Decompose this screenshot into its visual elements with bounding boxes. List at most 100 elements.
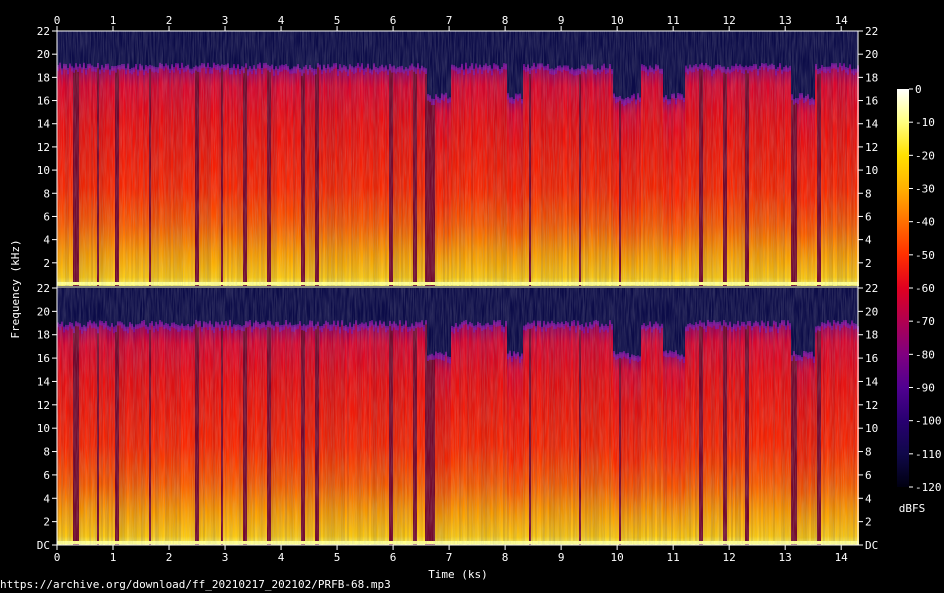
y-tick-label-right: 8	[865, 187, 872, 200]
x-tick-label-top: 6	[390, 14, 397, 27]
y-tick-label-left: 4	[43, 234, 50, 247]
y-tick-label-left: 2	[43, 257, 50, 270]
y-tick-label-left: 22	[37, 282, 50, 295]
x-tick-label-bottom: 14	[835, 551, 849, 564]
y-tick-label-left: 22	[37, 25, 50, 38]
y-tick-label-left: 6	[43, 210, 50, 223]
y-tick-label-left: 12	[37, 141, 50, 154]
y-tick-label-right: 8	[865, 446, 872, 459]
x-tick-label-bottom: 8	[502, 551, 509, 564]
y-tick-label-left: 18	[37, 329, 50, 342]
x-tick-label-bottom: 10	[611, 551, 624, 564]
x-tick-label-bottom: 6	[390, 551, 397, 564]
colorbar: 0 -10 -20 -30 -40 -50 -60 -70 -80 -90 -100 -110 -120	[897, 83, 942, 494]
y-tick-label-right: 4	[865, 492, 872, 505]
y-tick-label-right: 18	[865, 71, 878, 84]
y-tick-label-left: 16	[37, 95, 50, 108]
colorbar-gradient	[897, 89, 909, 487]
x-tick-label-bottom: 3	[222, 551, 229, 564]
y-tick-label-right: 22	[865, 282, 878, 295]
y-tick-label-left: 16	[37, 352, 50, 365]
colorbar-tick-label: -70	[915, 315, 935, 328]
spectrogram-texture	[57, 31, 858, 286]
y-tick-label-right: 20	[865, 48, 878, 61]
source-url: https://archive.org/download/ff_20210217…	[0, 578, 391, 591]
y-tick-label-left: 8	[43, 187, 50, 200]
x-tick-label-bottom: 7	[446, 551, 453, 564]
x-tick-label-top: 10	[611, 14, 624, 27]
y-tick-label-left: 14	[37, 118, 51, 131]
x-tick-label-bottom: 12	[723, 551, 736, 564]
x-tick-label-bottom: 13	[779, 551, 792, 564]
x-tick-label-bottom: 11	[667, 551, 680, 564]
x-tick-label-top: 12	[723, 14, 736, 27]
colorbar-tick-label: 0	[915, 83, 922, 96]
x-tick-label-top: 3	[222, 14, 229, 27]
y-tick-label-left: DC	[37, 539, 50, 552]
x-tick-label-top: 5	[334, 14, 341, 27]
colorbar-tick-label: -90	[915, 382, 935, 395]
spectrogram-channel-2	[57, 288, 859, 545]
colorbar-tick-label: -10	[915, 116, 935, 129]
x-tick-label-top: 9	[558, 14, 565, 27]
y-tick-label-right: 20	[865, 305, 878, 318]
y-tick-label-right: 22	[865, 25, 878, 38]
y-tick-label-right: 10	[865, 164, 878, 177]
y-tick-label-left: 4	[43, 492, 50, 505]
x-tick-label-bottom: 2	[166, 551, 173, 564]
colorbar-label: dBFS	[899, 502, 926, 515]
colorbar-tick-label: -80	[915, 348, 935, 361]
x-tick-label-top: 4	[278, 14, 285, 27]
y-tick-label-right: 12	[865, 399, 878, 412]
y-tick-label-right: 16	[865, 95, 878, 108]
y-tick-label-right: 6	[865, 210, 872, 223]
spectrogram-texture	[57, 288, 858, 545]
x-tick-label-bottom: 4	[278, 551, 285, 564]
y-tick-label-right: 12	[865, 141, 878, 154]
y-tick-label-right: 10	[865, 422, 878, 435]
y-tick-label-right: 2	[865, 516, 872, 529]
colorbar-tick-label: -40	[915, 216, 935, 229]
x-tick-label-top: 13	[779, 14, 792, 27]
x-tick-label-top: 1	[110, 14, 117, 27]
y-tick-label-left: 2	[43, 516, 50, 529]
y-tick-label-left: 10	[37, 422, 50, 435]
y-tick-label-right: 16	[865, 352, 878, 365]
y-tick-label-left: 8	[43, 446, 50, 459]
x-tick-label-bottom: 9	[558, 551, 565, 564]
y-tick-label-left: 20	[37, 305, 50, 318]
x-tick-label-top: 0	[54, 14, 61, 27]
y-tick-label-left: 12	[37, 399, 50, 412]
y-tick-label-left: 6	[43, 469, 50, 482]
y-tick-label-right: DC	[865, 539, 878, 552]
y-tick-label-right: 14	[865, 375, 879, 388]
y-tick-label-left: 20	[37, 48, 50, 61]
x-tick-label-bottom: 0	[54, 551, 61, 564]
x-tick-label-top: 7	[446, 14, 453, 27]
y-tick-label-right: 18	[865, 329, 878, 342]
y-tick-label-right: 4	[865, 234, 872, 247]
x-tick-label-top: 14	[835, 14, 849, 27]
x-tick-label-top: 11	[667, 14, 680, 27]
y-axis-label: Frequency (kHz)	[9, 239, 22, 338]
colorbar-tick-label: -20	[915, 149, 935, 162]
y-tick-label-left: 10	[37, 164, 50, 177]
colorbar-tick-label: -50	[915, 249, 935, 262]
x-tick-label-bottom: 5	[334, 551, 341, 564]
axes: 0011223344556677889910101111121213131414…	[37, 14, 879, 564]
colorbar-tick-label: -60	[915, 282, 935, 295]
colorbar-tick-label: -100	[915, 415, 942, 428]
y-tick-label-right: 14	[865, 118, 879, 131]
y-tick-label-left: 14	[37, 375, 51, 388]
colorbar-tick-label: -30	[915, 183, 935, 196]
colorbar-tick-label: -120	[915, 481, 942, 494]
x-tick-label-bottom: 1	[110, 551, 117, 564]
x-axis-label: Time (ks)	[428, 568, 488, 581]
x-tick-label-top: 8	[502, 14, 509, 27]
y-tick-label-left: 18	[37, 71, 50, 84]
x-tick-label-top: 2	[166, 14, 173, 27]
y-tick-label-right: 2	[865, 257, 872, 270]
y-tick-label-right: 6	[865, 469, 872, 482]
colorbar-tick-label: -110	[915, 448, 942, 461]
